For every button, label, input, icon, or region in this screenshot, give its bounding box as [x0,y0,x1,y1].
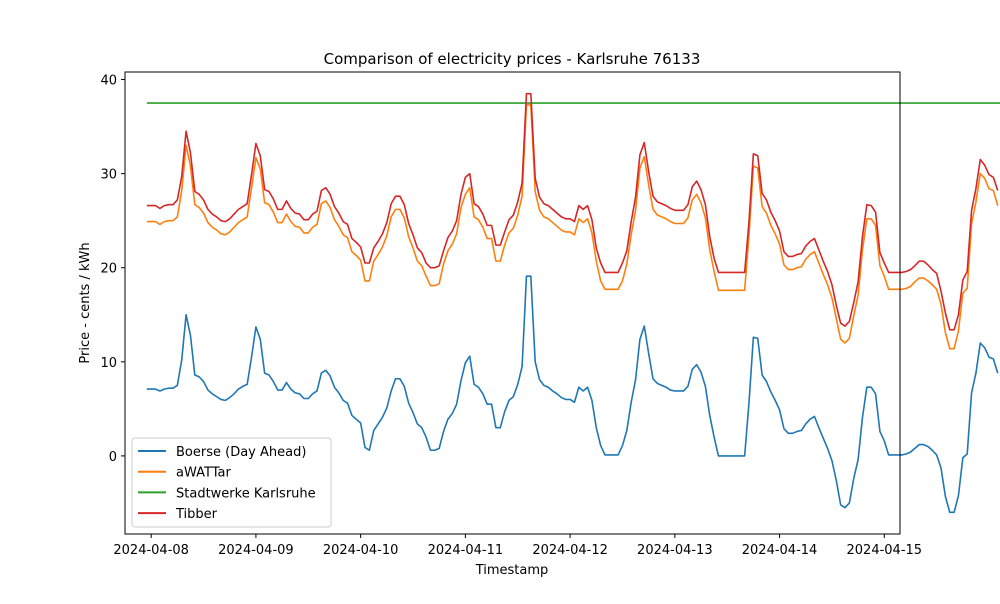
series-line-0 [146,275,999,514]
x-tick-label: 2024-04-14 [742,543,818,558]
legend-label-2: Stadtwerke Karlsruhe [176,486,316,501]
y-axis-ticks: 0 10 20 30 40 [100,74,125,465]
y-tick-label: 30 [100,168,117,183]
y-axis-label: Price - cents / kWh [78,242,93,363]
y-tick-label: 40 [100,74,117,89]
chart-title: Comparison of electricity prices - Karls… [324,50,701,68]
x-tick-label: 2024-04-08 [113,543,189,558]
y-tick-label: 20 [100,262,117,277]
series-line-1 [146,104,999,350]
legend-label-1: aWATTar [176,466,231,481]
x-tick-label: 2024-04-09 [218,543,294,558]
series-line-3 [146,92,999,331]
x-tick-label: 2024-04-15 [847,543,923,558]
legend-box [131,437,332,528]
x-tick-label: 2024-04-12 [532,543,608,558]
x-axis-label: Timestamp [475,563,549,578]
y-tick-label: 10 [100,356,117,371]
x-tick-label: 2024-04-13 [637,543,713,558]
x-axis-ticks: 2024-04-08 2024-04-09 2024-04-10 2024-04-11… [113,534,922,558]
y-tick-label: 0 [109,450,117,465]
plot-frame [124,71,901,535]
series-lines [146,92,1000,514]
x-tick-label: 2024-04-11 [428,543,504,558]
legend: Boerse (Day Ahead) aWATTar Stadtwerke Karl… [131,437,332,528]
legend-label-0: Boerse (Day Ahead) [176,445,306,460]
x-tick-label: 2024-04-10 [323,543,399,558]
legend-label-3: Tibber [175,507,218,522]
